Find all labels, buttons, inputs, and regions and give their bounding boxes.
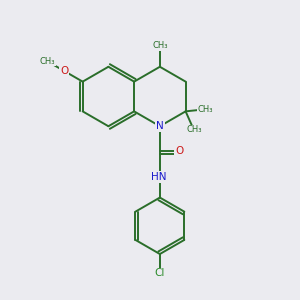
Text: O: O (60, 66, 68, 76)
Text: CH₃: CH₃ (152, 41, 168, 50)
Text: CH₃: CH₃ (198, 105, 214, 114)
Text: O: O (175, 146, 183, 157)
Text: CH₃: CH₃ (40, 57, 55, 66)
Text: CH₃: CH₃ (186, 125, 202, 134)
Text: HN: HN (151, 172, 166, 182)
Text: Cl: Cl (155, 268, 165, 278)
Text: N: N (156, 121, 164, 131)
